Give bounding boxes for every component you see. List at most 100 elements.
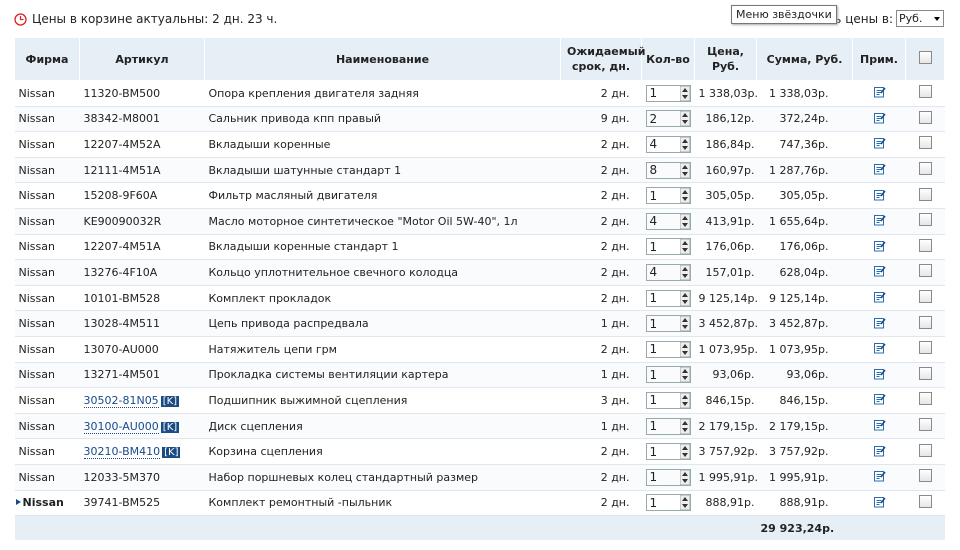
article-cell: 11320-BM500 xyxy=(79,80,205,107)
note-button[interactable] xyxy=(873,215,886,229)
spinner[interactable] xyxy=(679,290,690,306)
qty-cell: 1 xyxy=(641,413,695,440)
checkbox[interactable] xyxy=(918,213,932,227)
qty-input[interactable]: 1 xyxy=(645,315,691,333)
spinner[interactable] xyxy=(679,239,690,255)
qty-input[interactable]: 1 xyxy=(645,289,691,307)
spinner[interactable] xyxy=(679,392,690,408)
spinner[interactable] xyxy=(679,316,690,332)
spinner[interactable] xyxy=(679,469,690,485)
term-cell: 2 дн. xyxy=(560,131,642,158)
term-cell: 2 дн. xyxy=(560,336,642,363)
sum-cell: 628,04р. xyxy=(756,259,853,286)
checkbox-cell xyxy=(905,106,945,133)
qty-input[interactable]: 1 xyxy=(645,468,691,486)
note-button[interactable] xyxy=(873,266,886,280)
spinner[interactable] xyxy=(679,367,690,383)
note-button[interactable] xyxy=(873,164,886,178)
note-icon xyxy=(873,266,886,277)
spinner[interactable] xyxy=(679,341,690,357)
spinner[interactable] xyxy=(679,264,690,280)
note-button[interactable] xyxy=(873,112,886,127)
qty: 4 xyxy=(649,214,658,229)
currency-select[interactable]: Руб. xyxy=(896,10,944,27)
spinner[interactable] xyxy=(679,213,690,229)
checkbox[interactable] xyxy=(918,162,932,176)
spinner[interactable] xyxy=(679,188,690,204)
article-cell: 13070-AU000 xyxy=(79,336,205,363)
checkbox[interactable] xyxy=(918,315,932,329)
qty-input[interactable]: 1 xyxy=(645,443,691,461)
checkbox[interactable] xyxy=(918,469,932,483)
sum: 2 179,15р. xyxy=(769,419,829,433)
cart-row: Nissan 13070-AU000 Натяжитель цепи грм 2 дн… xyxy=(14,336,945,363)
note-button[interactable] xyxy=(873,445,886,460)
note-icon xyxy=(873,87,886,98)
qty: 1 xyxy=(649,291,658,306)
firm-cell: Nissan xyxy=(14,259,80,286)
badge[interactable]: [K] xyxy=(160,395,180,407)
checkbox[interactable] xyxy=(918,392,932,406)
checkbox[interactable] xyxy=(918,85,932,99)
qty-input[interactable]: 4 xyxy=(645,135,691,153)
total-spacer xyxy=(694,515,757,541)
price-cell: 186,12р. xyxy=(694,106,757,133)
name-cell: Подшипник выжимной сцепления xyxy=(204,387,561,414)
checkbox[interactable] xyxy=(918,494,932,508)
qty-input[interactable]: 1 xyxy=(645,391,691,409)
checkbox[interactable] xyxy=(918,136,932,150)
checkbox[interactable] xyxy=(918,110,932,124)
note-cell xyxy=(852,413,906,440)
qty-input[interactable]: 1 xyxy=(645,84,691,102)
note-button[interactable] xyxy=(873,292,886,306)
note-button[interactable] xyxy=(873,394,886,408)
qty: 1 xyxy=(649,86,658,101)
badge[interactable]: [K] xyxy=(162,447,181,459)
checkbox[interactable] xyxy=(918,418,932,432)
spinner[interactable] xyxy=(679,162,690,178)
checkbox[interactable] xyxy=(918,290,932,304)
checkbox[interactable] xyxy=(918,238,932,252)
qty-input[interactable]: 1 xyxy=(645,417,691,435)
spinner[interactable] xyxy=(679,418,690,434)
note-button[interactable] xyxy=(873,420,886,434)
badge[interactable]: [K] xyxy=(160,421,180,433)
checkbox[interactable] xyxy=(918,443,932,457)
cart-row: Nissan 13271-4M501 Прокладка системы венти… xyxy=(14,362,945,389)
checkbox[interactable] xyxy=(918,264,932,278)
qty-input[interactable]: 1 xyxy=(645,187,691,205)
note-button[interactable] xyxy=(873,496,886,511)
total-spacer xyxy=(905,515,945,541)
note-button[interactable] xyxy=(873,368,886,383)
spinner[interactable] xyxy=(679,85,690,101)
note-button[interactable] xyxy=(873,138,886,152)
checkbox[interactable] xyxy=(918,341,932,355)
article[interactable]: 30210-BM410 xyxy=(83,445,161,460)
spinner[interactable] xyxy=(679,111,690,127)
checkbox[interactable] xyxy=(918,50,932,64)
spinner[interactable] xyxy=(679,136,690,152)
article[interactable]: 30502-81N05 xyxy=(83,393,159,408)
cart-row: Nissan 12207-4M52A Вкладыши коренные 2 дн. 4… xyxy=(14,131,945,158)
note-button[interactable] xyxy=(873,240,886,255)
article[interactable]: 30100-AU000 xyxy=(83,419,159,434)
note-button[interactable] xyxy=(873,471,886,485)
qty-input[interactable]: 1 xyxy=(645,238,691,256)
note-button[interactable] xyxy=(873,87,886,101)
qty-input[interactable]: 8 xyxy=(645,161,691,179)
qty-input[interactable]: 1 xyxy=(645,340,691,358)
qty-input[interactable]: 2 xyxy=(645,110,691,128)
note-button[interactable] xyxy=(873,189,886,204)
qty-input[interactable]: 4 xyxy=(645,212,691,230)
spinner[interactable] xyxy=(679,444,690,460)
qty-input[interactable]: 1 xyxy=(645,366,691,384)
note-button[interactable] xyxy=(873,343,886,357)
checkbox[interactable] xyxy=(918,366,932,380)
term-cell: 3 дн. xyxy=(560,387,642,414)
qty-input[interactable]: 4 xyxy=(645,263,691,281)
spinner[interactable] xyxy=(679,495,690,511)
firm: Nissan xyxy=(18,470,55,484)
qty-input[interactable]: 1 xyxy=(645,494,691,512)
note-button[interactable] xyxy=(873,317,886,332)
checkbox[interactable] xyxy=(918,187,932,201)
